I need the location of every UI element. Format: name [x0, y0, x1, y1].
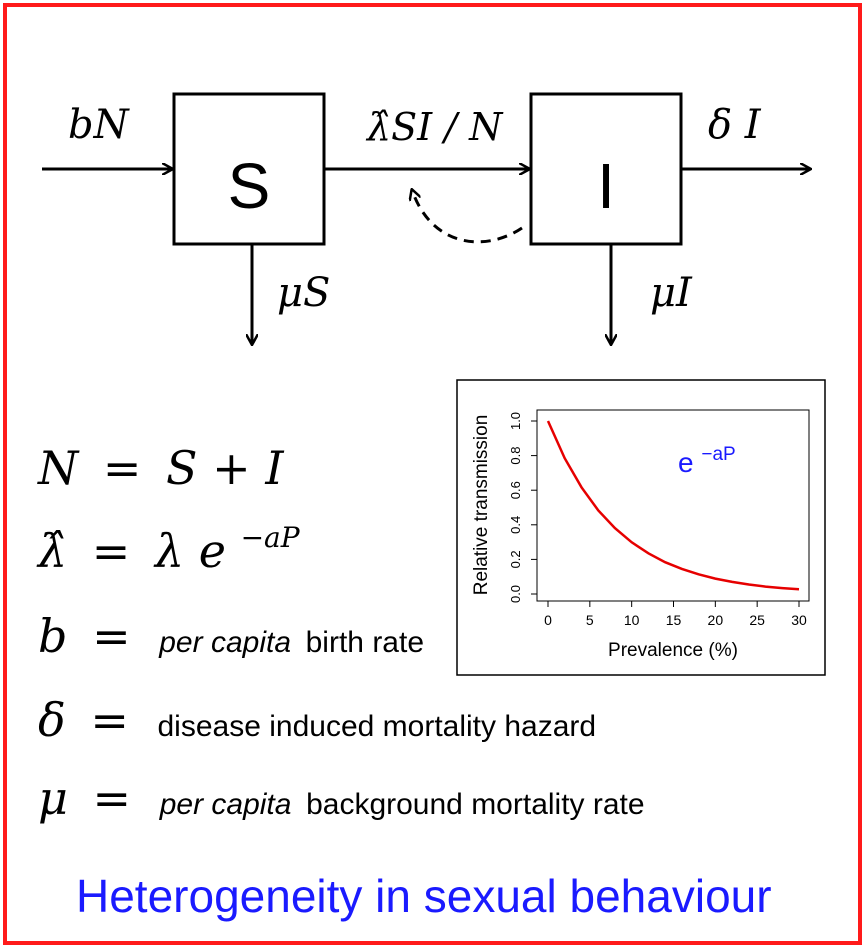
y-tick-label: 0.6: [508, 481, 523, 499]
definition-mu-text: background mortality rate: [306, 788, 645, 821]
definition-mu: μ = per capita background mortality rate: [38, 771, 645, 825]
mortality-s-label: μS: [277, 270, 330, 316]
definition-b-italic: per capita: [158, 626, 291, 659]
x-tick-label: 30: [791, 612, 807, 628]
equation-lambda-rhs: λ e: [153, 524, 226, 578]
definition-b-text: birth rate: [306, 626, 424, 659]
x-tick-label: 5: [586, 612, 594, 628]
y-tick-label: 0.8: [508, 447, 523, 465]
definition-b: b = per capita birth rate: [38, 609, 424, 663]
equation-lambda-lhs: λ̂: [36, 524, 67, 578]
compartment-s-box: [172, 92, 326, 246]
compartment-i-box: [529, 92, 683, 246]
mortality-i-label: μI: [650, 270, 693, 316]
equation-n-rhs: S + I: [166, 441, 284, 495]
inset-chart-frame: [456, 379, 826, 676]
y-tick-label: 0.4: [508, 516, 523, 534]
inset-chart: 0 5 10 15 20 25 30 0.0 0.2 0.4 0.6 0.8 1.0 Prevalenc…: [456, 379, 826, 676]
chart-annotation: e −aP: [678, 444, 736, 478]
equation-n-op: =: [103, 441, 142, 495]
definition-delta-text: disease induced mortality hazard: [158, 710, 597, 743]
definition-delta: δ = disease induced mortality hazard: [38, 693, 596, 747]
equation-lambda-exponent: −aP: [241, 521, 301, 554]
y-tick-label: 0.2: [508, 550, 523, 568]
outflow-delta-label: δ I: [708, 102, 762, 148]
definition-mu-italic: per capita: [159, 788, 292, 821]
x-tick-label: 0: [544, 612, 552, 628]
definition-delta-op: =: [90, 693, 129, 747]
x-tick-label: 25: [749, 612, 765, 628]
x-tick-label: 10: [624, 612, 640, 628]
caption: Heterogeneity in sexual behaviour: [76, 870, 772, 922]
definition-mu-symbol: μ: [38, 771, 68, 825]
definition-b-symbol: b: [38, 609, 67, 663]
compartment-s-label: S: [228, 150, 271, 222]
equation-n-lhs: N: [37, 441, 80, 495]
transmission-label: λ̂SI / N: [365, 105, 504, 149]
equation-n: N = S + I: [37, 441, 284, 495]
chart-x-label: Prevalence (%): [608, 640, 738, 661]
chart-axes: 0 5 10 15 20 25 30 0.0 0.2 0.4 0.6 0.8 1.0: [508, 412, 807, 628]
compartment-i-label: I: [597, 150, 615, 222]
definition-b-op: =: [92, 609, 131, 663]
equation-lambda: λ̂ = λ e −aP: [36, 521, 301, 578]
y-tick-label: 0.0: [508, 585, 523, 603]
chart-annotation-exponent: −aP: [701, 444, 735, 465]
inflow-label: bN: [68, 102, 131, 148]
chart-y-label: Relative transmission: [471, 415, 492, 596]
chart-annotation-base: e: [678, 447, 694, 478]
x-tick-label: 20: [708, 612, 724, 628]
y-tick-label: 1.0: [508, 412, 523, 430]
transmission-curve: [546, 420, 800, 591]
definition-delta-symbol: δ: [38, 693, 66, 747]
definition-mu-op: =: [93, 771, 132, 825]
equation-lambda-op: =: [92, 524, 131, 578]
x-tick-label: 15: [666, 612, 682, 628]
feedback-dashed-arrow: [412, 190, 523, 244]
